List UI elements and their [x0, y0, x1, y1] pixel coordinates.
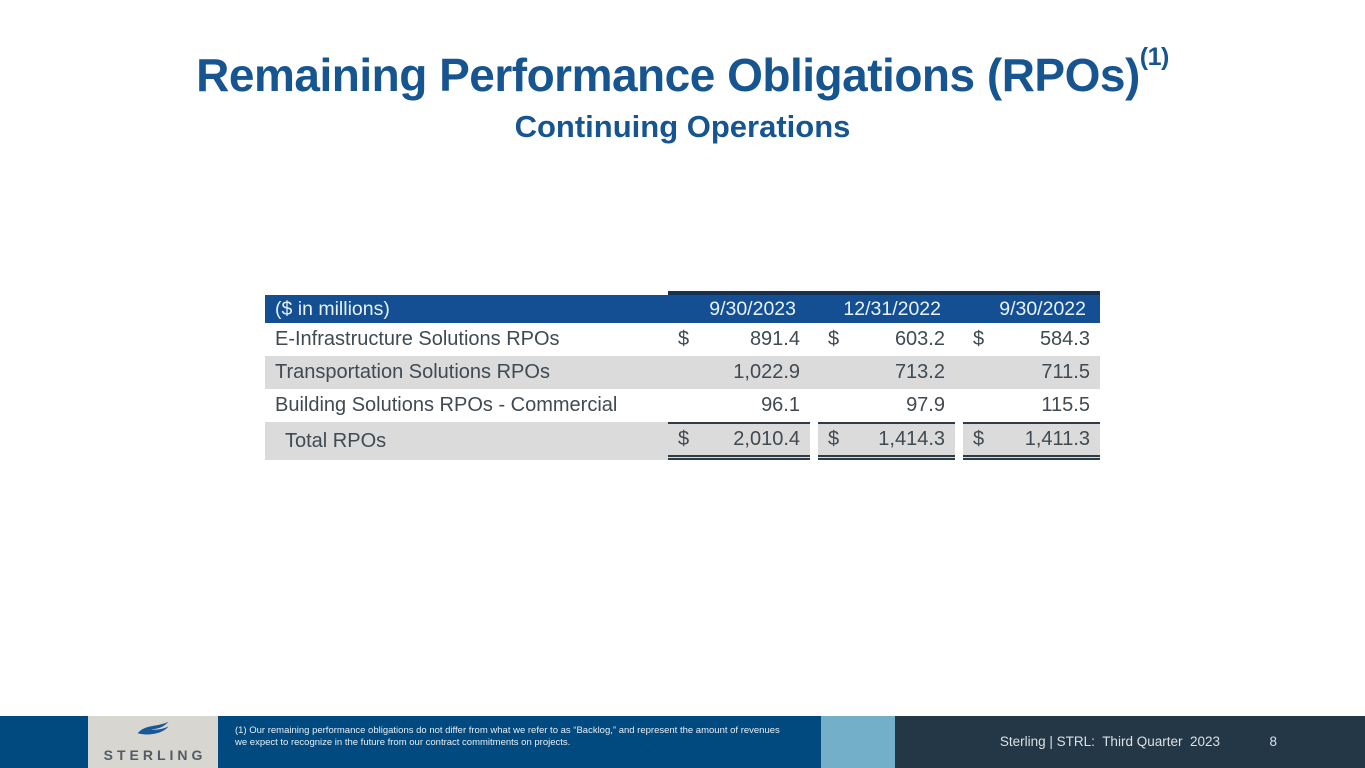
total-cell: $ 2,010.4 [668, 422, 810, 460]
currency-symbol: $ [678, 328, 690, 350]
column-header-1: 9/30/2023 [709, 297, 796, 320]
cell-value: 96.1 [761, 394, 800, 416]
currency-symbol: $ [828, 328, 840, 350]
cell-value: 584.3 [1039, 328, 1090, 350]
column-gap [955, 389, 963, 422]
table-cell: 713.2 [818, 356, 955, 389]
footer-lightblue-block [821, 716, 895, 768]
sterling-swoosh-icon [131, 721, 175, 746]
table-total-row: Total RPOs $ 2,010.4 $ 1,414.3 $ 1,411.3 [265, 422, 1100, 460]
table-cell: 115.5 [963, 389, 1100, 422]
page-number: 8 [1269, 734, 1277, 749]
cell-value: 2,010.4 [733, 428, 800, 450]
column-gap [955, 295, 963, 323]
column-gap [955, 323, 963, 356]
currency-symbol: $ [828, 428, 840, 450]
table-cell: 97.9 [818, 389, 955, 422]
row-label: E-Infrastructure Solutions RPOs [275, 328, 560, 350]
table-cell: 96.1 [668, 389, 810, 422]
currency-symbol: $ [973, 328, 985, 350]
table-cell: $ 603.2 [818, 323, 955, 356]
cell-value: 711.5 [1041, 361, 1090, 383]
table-row: E-Infrastructure Solutions RPOs $ 891.4 … [265, 323, 1100, 356]
column-header-3: 9/30/2022 [999, 297, 1086, 320]
currency-symbol: $ [973, 428, 985, 450]
slide-subtitle: Continuing Operations [514, 108, 851, 144]
title-footnote-marker: (1) [1139, 43, 1170, 71]
column-gap [810, 323, 818, 356]
slide-title-text: Remaining Performance Obligations (RPOs) [196, 49, 1140, 101]
sterling-logo: STERLING [88, 716, 218, 768]
slide-title: Remaining Performance Obligations (RPOs)… [0, 43, 1365, 101]
cell-value: 1,411.3 [1024, 428, 1090, 450]
cell-value: 1,022.9 [733, 361, 800, 383]
total-cell: $ 1,411.3 [963, 422, 1100, 460]
table-row: Building Solutions RPOs - Commercial 96.… [265, 389, 1100, 422]
column-gap [810, 422, 818, 460]
row-label: Transportation Solutions RPOs [275, 361, 550, 383]
currency-symbol: $ [678, 428, 690, 450]
table-cell: $ 584.3 [963, 323, 1100, 356]
total-row-label: Total RPOs [265, 422, 668, 460]
cell-value: 97.9 [906, 394, 945, 416]
cell-value: 713.2 [894, 361, 945, 383]
column-gap [810, 389, 818, 422]
table-cell: 711.5 [963, 356, 1100, 389]
cell-value: 1,414.3 [878, 428, 945, 450]
column-gap [955, 356, 963, 389]
cell-value: 603.2 [894, 328, 945, 350]
table-top-accent-line [668, 291, 1100, 295]
column-header-2: 12/31/2022 [843, 297, 941, 320]
sterling-logo-text: STERLING [103, 747, 207, 763]
footer-slate-band: Sterling | STRL: Third Quarter 2023 8 [895, 716, 1365, 768]
table-cell: $ 891.4 [668, 323, 810, 356]
table-unit-label: ($ in millions) [275, 297, 390, 320]
slide-footer: (1) Our remaining performance obligation… [0, 716, 1365, 768]
cell-value: 115.5 [1041, 394, 1090, 416]
table-header-row: ($ in millions) 9/30/2023 12/31/2022 9/3… [265, 295, 1100, 323]
cell-value: 891.4 [749, 328, 800, 350]
table-row: Transportation Solutions RPOs 1,022.9 71… [265, 356, 1100, 389]
column-gap [955, 422, 963, 460]
rpo-table: ($ in millions) 9/30/2023 12/31/2022 9/3… [265, 291, 1100, 460]
row-label: Building Solutions RPOs - Commercial [275, 394, 618, 416]
footnote-text: (1) Our remaining performance obligation… [235, 725, 780, 749]
column-gap [810, 356, 818, 389]
total-cell: $ 1,414.3 [818, 422, 955, 460]
table-cell: 1,022.9 [668, 356, 810, 389]
title-block: Remaining Performance Obligations (RPOs)… [0, 43, 1365, 145]
footer-company-text: Sterling | STRL: Third Quarter 2023 [999, 734, 1220, 749]
column-gap [810, 295, 818, 323]
